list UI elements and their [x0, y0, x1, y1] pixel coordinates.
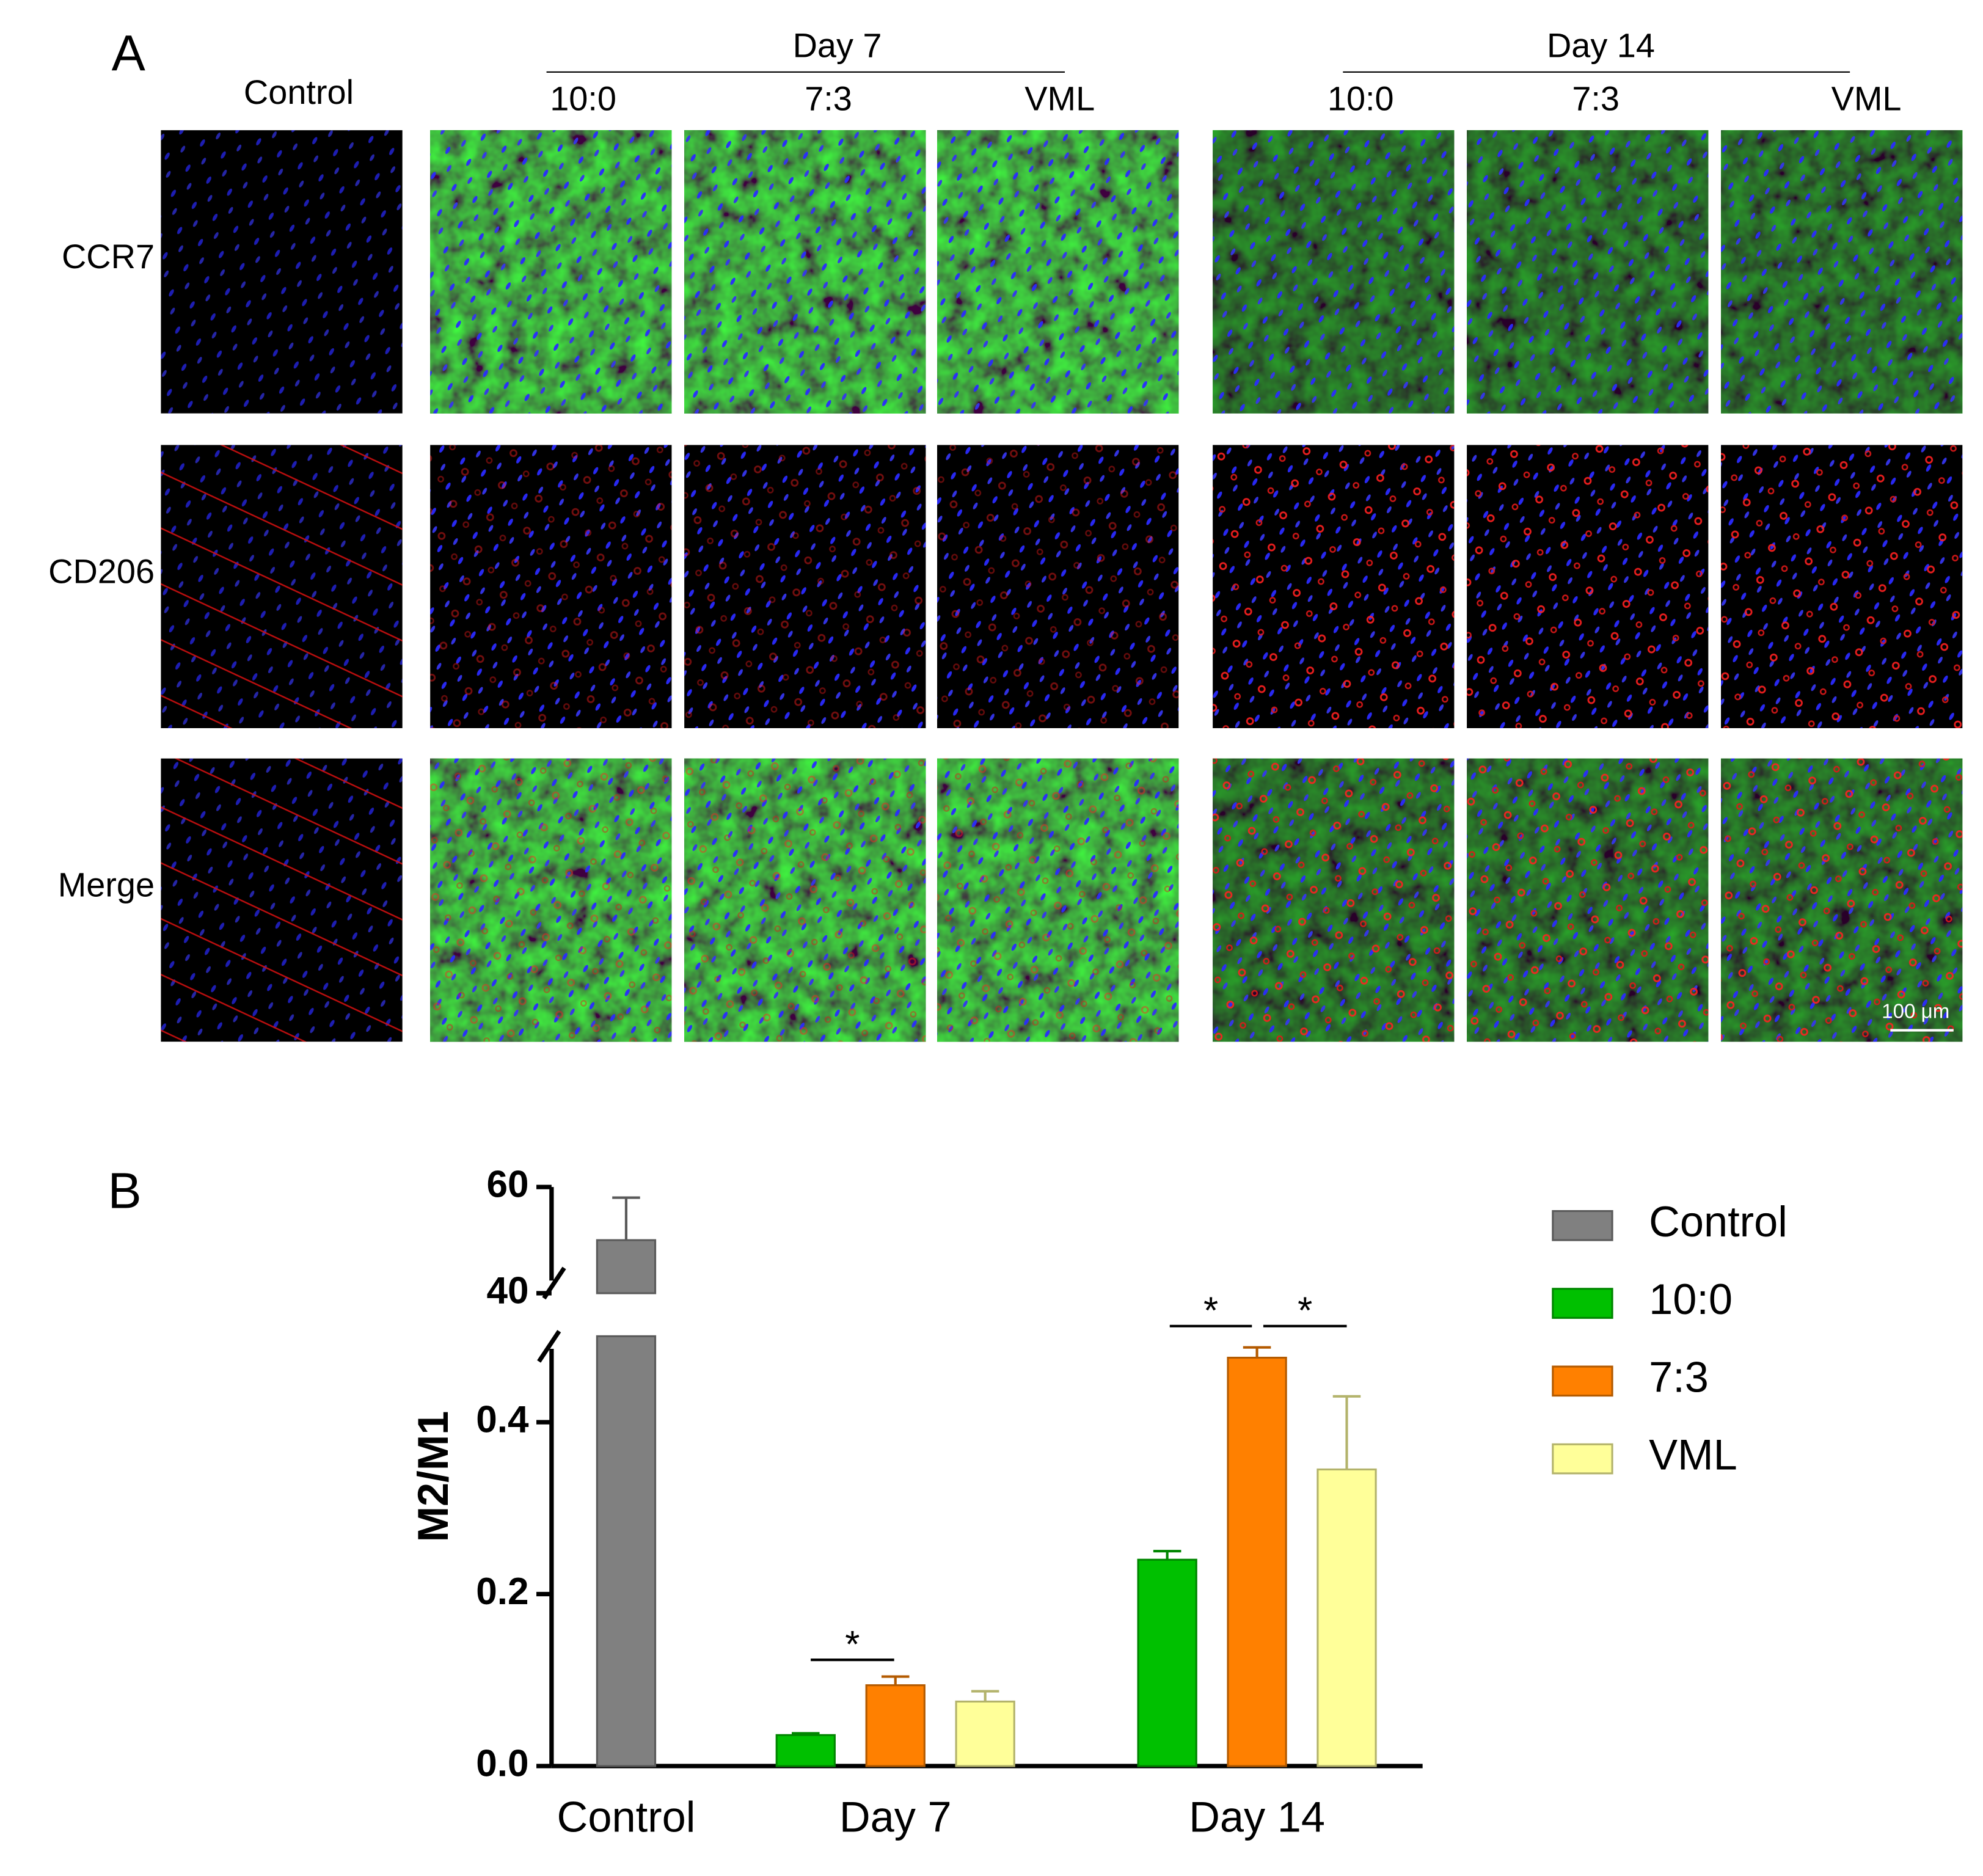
panel-label: A — [112, 24, 146, 81]
legend-swatch — [1552, 1210, 1613, 1241]
y-tick-label: 0.0 — [476, 1742, 528, 1784]
group-title: Day 14 — [1547, 26, 1655, 64]
micrograph-red — [937, 445, 1179, 728]
row-label: Merge — [58, 865, 155, 903]
micrograph-red — [1213, 445, 1455, 728]
micrograph-nuclei — [937, 130, 1179, 414]
micrograph-nuclei — [430, 130, 672, 414]
micrograph-red — [937, 758, 1179, 1042]
bar — [955, 1700, 1015, 1767]
column-label: 10:0 — [1327, 79, 1394, 117]
panel-label: B — [108, 1162, 141, 1219]
y-axis-label: M2/M1 — [409, 1411, 457, 1542]
row-label: CD206 — [48, 552, 155, 590]
column-label: 7:3 — [1572, 79, 1620, 117]
y-tick-label: 40 — [487, 1269, 529, 1312]
micrograph-red — [684, 758, 926, 1042]
y-tick-label: 60 — [487, 1164, 529, 1206]
micrograph-red — [1467, 445, 1709, 728]
y-tick-label: 0.2 — [476, 1571, 528, 1613]
micrograph-nuclei — [1721, 130, 1963, 414]
micrograph-red — [1213, 758, 1455, 1042]
bar — [775, 1734, 836, 1767]
x-tick-label: Day 14 — [1189, 1793, 1325, 1841]
column-label: Control — [244, 73, 354, 111]
micrograph-nuclei — [161, 130, 403, 414]
micrograph-red — [161, 445, 403, 728]
legend-label: 10:0 — [1649, 1275, 1733, 1323]
legend-label: Control — [1649, 1197, 1788, 1246]
micrograph-nuclei — [1213, 130, 1455, 414]
bar — [1227, 1356, 1287, 1767]
micrograph-nuclei — [684, 130, 926, 414]
significance-label: * — [1203, 1290, 1218, 1332]
column-label: VML — [1024, 79, 1095, 117]
micrograph-red — [684, 445, 926, 728]
scale-bar-label: 100 μm — [1882, 1000, 1949, 1023]
bar — [1317, 1468, 1377, 1767]
bar-upper — [596, 1239, 657, 1294]
axis-break — [537, 1330, 561, 1363]
micrograph-red — [161, 758, 403, 1042]
micrograph-red — [1467, 758, 1709, 1042]
micrograph-nuclei — [1467, 130, 1709, 414]
micrograph-red — [1721, 758, 1963, 1042]
micrograph-red — [430, 445, 672, 728]
bar — [865, 1684, 926, 1767]
column-label: 7:3 — [805, 79, 852, 117]
x-tick-label: Control — [557, 1793, 696, 1841]
column-label: 10:0 — [550, 79, 616, 117]
column-label: VML — [1831, 79, 1902, 117]
significance-label: * — [1298, 1290, 1312, 1332]
bar — [1137, 1558, 1197, 1767]
legend-label: VML — [1649, 1431, 1737, 1479]
legend-swatch — [1552, 1365, 1613, 1397]
legend-label: 7:3 — [1649, 1352, 1709, 1401]
micrograph-red — [1721, 445, 1963, 728]
x-tick-label: Day 7 — [839, 1793, 952, 1841]
micrograph-red — [430, 758, 672, 1042]
group-title: Day 7 — [793, 26, 882, 64]
row-label: CCR7 — [62, 237, 155, 276]
legend-swatch — [1552, 1288, 1613, 1319]
y-tick-label: 0.4 — [476, 1398, 529, 1440]
bar — [596, 1335, 657, 1767]
legend-swatch — [1552, 1443, 1613, 1475]
significance-label: * — [845, 1624, 860, 1666]
